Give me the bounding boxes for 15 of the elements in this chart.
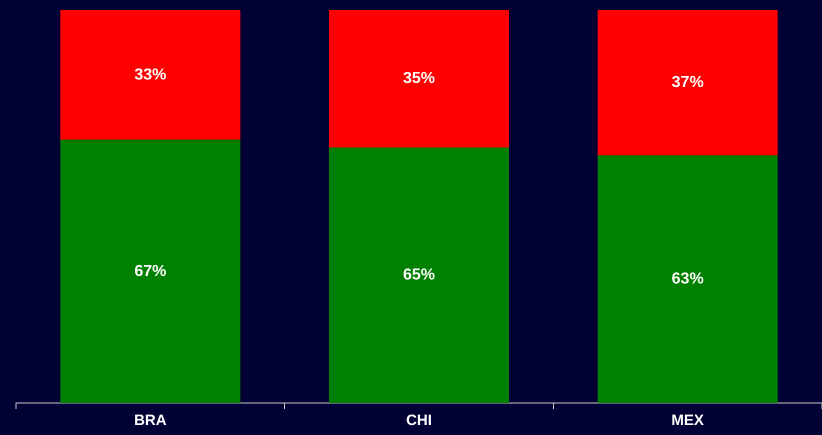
data-label: 35% bbox=[402, 70, 436, 88]
bar bbox=[598, 10, 778, 156]
data-label: 63% bbox=[672, 270, 704, 288]
data-label: 33% bbox=[134, 66, 166, 84]
data-label: 67% bbox=[134, 262, 166, 280]
bar bbox=[60, 10, 240, 140]
x-tick-label: MEX bbox=[671, 412, 704, 430]
x-tick-label: CHI bbox=[406, 412, 432, 430]
data-label: 37% bbox=[672, 74, 704, 92]
bar bbox=[328, 148, 510, 403]
x-tick-label: BRA bbox=[134, 412, 167, 430]
bar bbox=[60, 140, 240, 403]
bar bbox=[598, 155, 778, 403]
data-label: 65% bbox=[402, 266, 436, 284]
bar bbox=[328, 10, 510, 148]
